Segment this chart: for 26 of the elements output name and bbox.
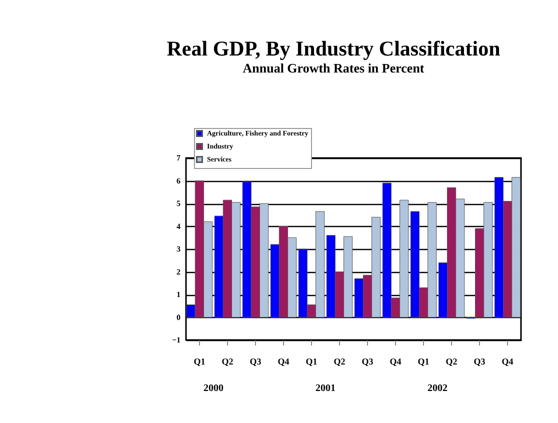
y-tick-label: 0 <box>176 312 180 322</box>
x-tick-label: Q1 <box>306 356 318 366</box>
y-tick-label: 4 <box>176 222 180 231</box>
x-tick-label: Q2 <box>334 356 346 366</box>
x-tick-label: Q2 <box>446 356 458 366</box>
text: 2002 <box>428 383 448 394</box>
x-tick-label: Q3 <box>250 356 262 366</box>
y-tick-label: −1 <box>172 336 180 344</box>
y-tick-label: 6 <box>176 176 180 186</box>
x-tick-label: Q4 <box>390 356 402 366</box>
x-tick-label: Q3 <box>362 356 374 366</box>
text: 2000 <box>203 383 224 394</box>
text: 2001 <box>315 383 336 394</box>
y-tick-label: 7 <box>176 154 180 162</box>
x-tick-label: Q1 <box>418 356 430 366</box>
x-tick-label: Q4 <box>278 356 290 366</box>
chart-subtitle: Annual Growth Rates in Percent <box>242 60 425 76</box>
y-tick-label: 5 <box>176 199 180 208</box>
x-tick-label: Q3 <box>474 356 486 366</box>
y-tick-label: 3 <box>176 244 180 254</box>
x-tick-label: Q1 <box>194 356 206 366</box>
y-tick-label: 1 <box>176 290 180 299</box>
chart-title: Real GDP, By Industry Classification <box>166 36 501 60</box>
x-tick-label: Q2 <box>222 356 234 366</box>
x-tick-label: Q4 <box>502 356 514 366</box>
y-tick-label: 2 <box>176 267 180 276</box>
